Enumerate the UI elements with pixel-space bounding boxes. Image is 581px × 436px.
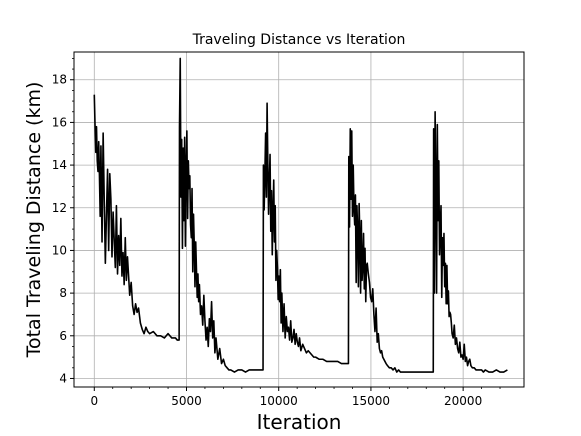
y-tick-label: 10 <box>52 243 67 257</box>
chart-title: Traveling Distance vs Iteration <box>192 32 406 48</box>
x-axis-label: Iteration <box>257 410 342 434</box>
y-tick-label: 8 <box>59 286 67 300</box>
y-tick-label: 6 <box>59 329 67 343</box>
x-tick-label: 20000 <box>444 394 482 408</box>
y-tick-label: 16 <box>52 115 67 129</box>
y-tick-label: 4 <box>59 371 67 385</box>
grid <box>74 52 524 387</box>
x-tick-label: 10000 <box>260 394 298 408</box>
x-tick-label: 5000 <box>171 394 202 408</box>
ticks: 0 5000 10000 15000 20000 4 6 8 10 12 14 16 18 <box>52 58 501 408</box>
y-tick-label: 12 <box>52 201 67 215</box>
y-axis-label: Total Traveling Distance (km) <box>23 82 45 359</box>
y-tick-label: 18 <box>52 73 67 87</box>
y-tick-label: 14 <box>52 158 67 172</box>
series-layer <box>93 57 508 373</box>
plot-frame <box>73 51 525 388</box>
x-tick-label: 0 <box>90 394 98 408</box>
x-tick-label: 15000 <box>352 394 390 408</box>
series-line-0 <box>93 57 508 373</box>
